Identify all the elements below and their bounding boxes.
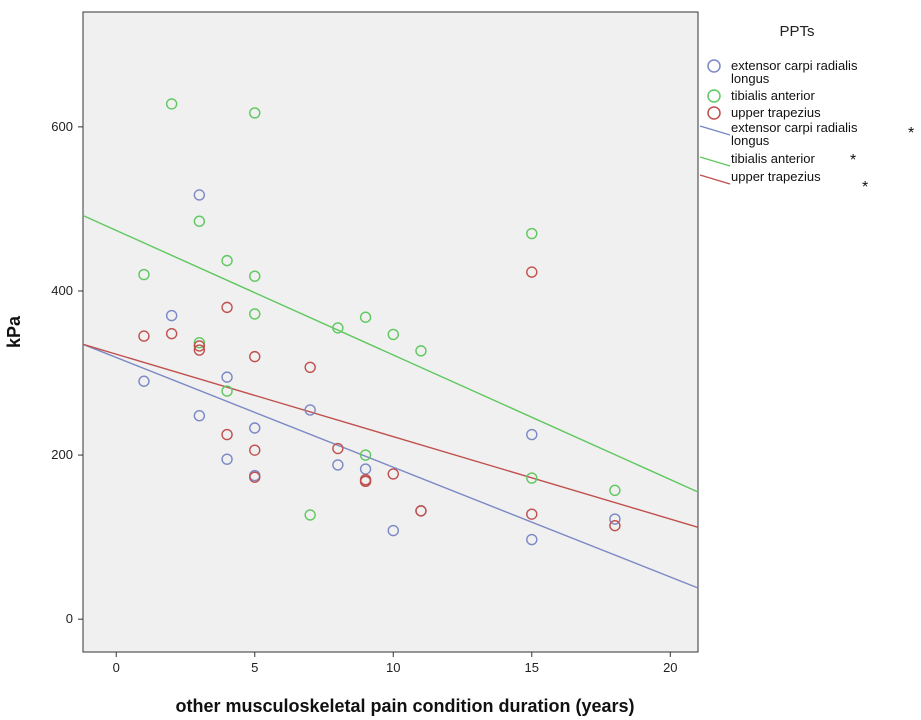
point-tibialis-anterior	[249, 107, 261, 119]
y-axis: 0 200 400 600	[51, 119, 83, 626]
legend-label: longus	[731, 71, 770, 86]
x-tick-label: 10	[386, 660, 400, 675]
significance-marker: *	[862, 179, 868, 196]
point-upper-trapezius	[359, 475, 372, 488]
point-tibialis-anterior	[359, 449, 372, 461]
fit-line-tibialis-anterior	[82, 214, 699, 493]
legend: PPTs extensor carpi radialislongustibial…	[699, 23, 914, 196]
point-tibialis-anterior	[221, 385, 233, 397]
point-extensor-carpi-radialis-longus	[193, 189, 206, 201]
x-tick-label: 20	[663, 660, 677, 675]
significance-marker: *	[850, 152, 856, 169]
x-axis: 0 5 10 15 20	[113, 652, 678, 675]
legend-line-swatch	[699, 125, 731, 136]
y-tick-label: 200	[51, 447, 73, 462]
legend-marker	[707, 89, 721, 103]
point-extensor-carpi-radialis-longus	[221, 371, 233, 383]
point-extensor-carpi-radialis-longus	[332, 459, 344, 471]
point-tibialis-anterior	[415, 345, 427, 357]
legend-title: PPTs	[779, 23, 814, 40]
point-tibialis-anterior	[526, 472, 538, 484]
point-tibialis-anterior	[609, 484, 621, 497]
fit-line-upper-trapezius	[82, 343, 699, 528]
x-tick-label: 5	[251, 660, 258, 675]
y-tick-label: 0	[66, 611, 73, 626]
point-extensor-carpi-radialis-longus	[165, 309, 178, 322]
y-axis-title: kPa	[4, 315, 24, 348]
point-upper-trapezius	[221, 428, 233, 441]
point-upper-trapezius	[415, 505, 427, 517]
legend-label: tibialis anterior	[731, 151, 815, 166]
point-tibialis-anterior	[304, 509, 316, 521]
point-tibialis-anterior	[332, 322, 344, 334]
point-tibialis-anterior	[359, 311, 372, 323]
point-upper-trapezius	[332, 442, 344, 455]
legend-line-swatch	[699, 156, 731, 167]
point-tibialis-anterior	[165, 98, 178, 110]
plot-area	[82, 11, 699, 653]
x-tick-label: 0	[113, 660, 120, 675]
point-upper-trapezius	[609, 519, 621, 532]
legend-label: upper trapezius	[731, 169, 821, 184]
legend-label: longus	[731, 133, 770, 148]
point-upper-trapezius	[138, 330, 150, 342]
point-tibialis-anterior	[387, 328, 399, 341]
point-upper-trapezius	[387, 468, 399, 480]
y-tick-label: 400	[51, 283, 73, 298]
point-upper-trapezius	[165, 327, 178, 340]
point-extensor-carpi-radialis-longus	[138, 375, 150, 387]
point-upper-trapezius	[193, 344, 206, 356]
y-tick-label: 600	[51, 119, 73, 134]
point-upper-trapezius	[249, 444, 261, 456]
data-points	[138, 98, 621, 546]
legend-label: upper trapezius	[731, 105, 821, 120]
point-upper-trapezius	[193, 340, 206, 352]
legend-label: tibialis anterior	[731, 88, 815, 103]
point-extensor-carpi-radialis-longus	[304, 404, 316, 416]
legend-marker	[707, 106, 721, 120]
point-upper-trapezius	[221, 301, 233, 314]
significance-marker: *	[908, 125, 914, 142]
x-tick-label: 15	[525, 660, 539, 675]
point-tibialis-anterior	[193, 336, 206, 349]
point-upper-trapezius	[304, 361, 316, 373]
point-tibialis-anterior	[193, 215, 206, 227]
x-axis-title: other musculoskeletal pain condition dur…	[175, 696, 634, 716]
point-tibialis-anterior	[249, 308, 261, 320]
fit-line-extensor-carpi-radialis-longus	[82, 343, 699, 589]
point-tibialis-anterior	[221, 254, 233, 267]
point-tibialis-anterior	[249, 270, 261, 282]
point-extensor-carpi-radialis-longus	[526, 428, 538, 441]
point-extensor-carpi-radialis-longus	[526, 533, 538, 546]
point-upper-trapezius	[526, 266, 538, 278]
legend-line-swatch	[699, 174, 731, 185]
legend-label: extensor carpi radialis	[731, 58, 858, 73]
regression-lines	[82, 214, 699, 589]
point-extensor-carpi-radialis-longus	[609, 513, 621, 525]
point-upper-trapezius	[249, 350, 261, 363]
point-extensor-carpi-radialis-longus	[387, 524, 399, 537]
point-tibialis-anterior	[526, 227, 538, 240]
point-extensor-carpi-radialis-longus	[221, 453, 233, 465]
point-extensor-carpi-radialis-longus	[249, 422, 261, 434]
point-upper-trapezius	[249, 471, 261, 483]
legend-marker	[707, 59, 721, 73]
legend-label: extensor carpi radialis	[731, 120, 858, 135]
point-extensor-carpi-radialis-longus	[193, 409, 206, 422]
point-tibialis-anterior	[138, 268, 150, 281]
point-upper-trapezius	[526, 508, 538, 520]
